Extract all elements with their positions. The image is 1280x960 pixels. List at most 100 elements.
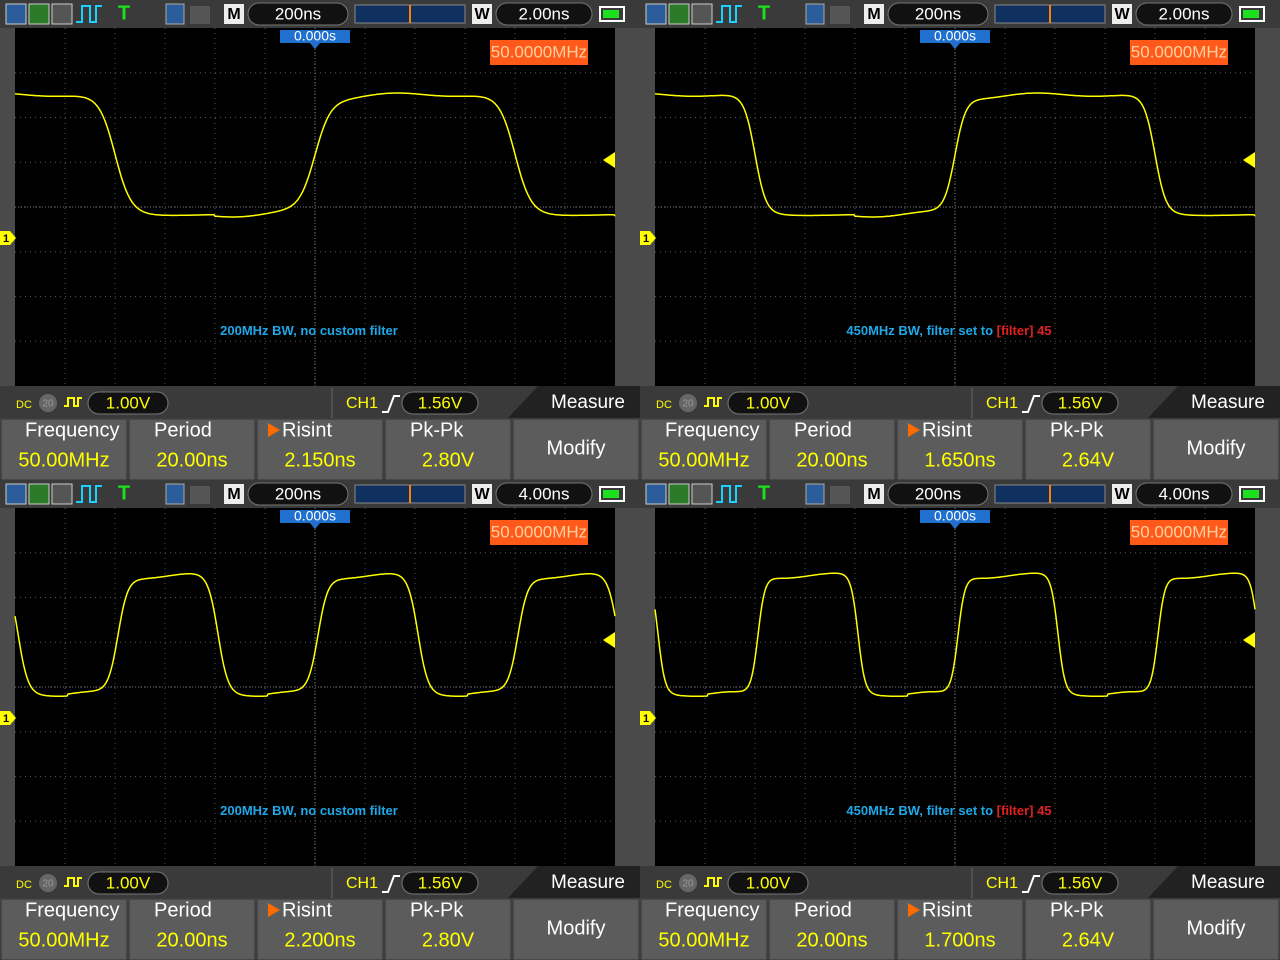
m-label: M <box>227 486 240 503</box>
trigger-pos-tag <box>920 30 990 49</box>
trigger-pos: 0.000s <box>934 28 976 44</box>
probe-icon <box>704 397 722 407</box>
measure-value: 20.00ns <box>796 929 867 951</box>
trigger-pos: 0.000s <box>294 508 336 524</box>
channel-marker-bg <box>0 231 16 245</box>
save-icon <box>165 3 185 25</box>
channel-marker: 1 <box>643 233 649 245</box>
measure-value: 50.00MHz <box>658 449 749 471</box>
coupling: DC <box>656 399 672 411</box>
channel-marker: 1 <box>643 713 649 725</box>
battery-level <box>603 10 619 18</box>
modify-button[interactable] <box>512 898 640 960</box>
frequency: 50.0000MHz <box>1131 42 1227 61</box>
measure-value: 2.200ns <box>284 929 355 951</box>
m-box <box>224 4 244 24</box>
edge-icon <box>382 875 400 893</box>
waveform <box>14 92 616 218</box>
modify-button[interactable] <box>1152 418 1280 481</box>
channel-marker-bg <box>0 711 16 725</box>
measure-value: 50.00MHz <box>18 449 109 471</box>
w-label: W <box>474 6 490 23</box>
risint-marker <box>908 423 920 437</box>
scope-panel: T M 200ns W 4.00ns 0.000s 50.0000MHz 1 200MHz BW… <box>0 480 640 960</box>
bw-limit: 20 <box>682 399 694 410</box>
timebase-pill <box>887 2 989 26</box>
scale-pill <box>87 391 169 415</box>
trigger-level: 1.56V <box>1058 873 1103 892</box>
measure-value: 20.00ns <box>796 449 867 471</box>
channel-marker-bg <box>640 231 656 245</box>
scale-pill <box>87 871 169 895</box>
toolbar-icon <box>645 3 667 25</box>
pulse-icon <box>76 485 102 503</box>
probe-icon <box>704 877 722 887</box>
note-tag: [filter] <box>997 803 1034 818</box>
coupling: DC <box>16 399 32 411</box>
bw-icon <box>679 394 697 412</box>
note: 200MHz BW, no custom filter <box>220 803 398 818</box>
measure-label: Pk-Pk <box>410 899 464 921</box>
trigger-pos: 0.000s <box>294 28 336 44</box>
measure-label: Risint <box>922 899 972 921</box>
battery <box>599 486 625 502</box>
menu-title: Measure <box>551 392 625 413</box>
trigger-source: CH1 <box>986 395 1018 412</box>
channel-marker-bg <box>640 711 656 725</box>
modify-button[interactable] <box>1152 898 1280 960</box>
scale: 1.00V <box>746 393 791 412</box>
w-box <box>472 484 492 504</box>
trigger-level-arrow <box>603 152 615 168</box>
trigger-source: CH1 <box>346 875 378 892</box>
trigger-source: CH1 <box>986 875 1018 892</box>
save-icon <box>805 3 825 25</box>
measure-label: Period <box>794 419 852 441</box>
coupling: DC <box>656 879 672 891</box>
measure-label: Frequency <box>25 419 120 441</box>
trigger-pos-tag <box>920 510 990 529</box>
frequency-badge <box>1130 40 1228 65</box>
measure-label: Period <box>154 419 212 441</box>
trigger-level: 1.56V <box>418 873 463 892</box>
frequency-badge <box>490 520 588 545</box>
measure-label: Period <box>794 899 852 921</box>
measure-value: 20.00ns <box>156 449 227 471</box>
modify-button[interactable] <box>512 418 640 481</box>
frequency-badge <box>1130 520 1228 545</box>
trigger-source: CH1 <box>346 395 378 412</box>
measure-label: Pk-Pk <box>410 419 464 441</box>
note-tag: [filter] <box>997 323 1034 338</box>
note-text: 450MHz BW, filter set to <box>846 323 993 338</box>
frequency: 50.0000MHz <box>491 42 587 61</box>
m-box <box>864 4 884 24</box>
w-box <box>472 4 492 24</box>
toolbar-icon <box>5 483 27 505</box>
waveform <box>654 572 1256 697</box>
menu-tab <box>1148 386 1280 418</box>
scale: 1.00V <box>746 873 791 892</box>
toolbar-icon <box>668 483 690 505</box>
level-pill <box>1041 871 1119 895</box>
window-pill <box>1135 2 1233 26</box>
menu-title: Measure <box>1191 872 1265 893</box>
edge-icon <box>1022 395 1040 413</box>
measure-value: 20.00ns <box>156 929 227 951</box>
timebase: 200ns <box>915 484 961 503</box>
measure-cell <box>640 898 768 960</box>
edge-icon <box>1022 875 1040 893</box>
measure-cell <box>128 418 256 481</box>
window-pill <box>495 2 593 26</box>
measure-cell <box>1024 898 1152 960</box>
risint-marker <box>908 903 920 917</box>
measure-value: 2.64V <box>1062 929 1115 951</box>
edge-icon <box>382 395 400 413</box>
battery <box>1239 486 1265 502</box>
modify-label: Modify <box>1187 437 1246 459</box>
toolbar-icon <box>51 483 73 505</box>
measure-label: Risint <box>282 419 332 441</box>
channel-marker: 1 <box>3 713 9 725</box>
pulse-icon <box>76 5 102 23</box>
scale-pill <box>727 391 809 415</box>
w-box <box>1112 4 1132 24</box>
bw-icon <box>39 874 57 892</box>
